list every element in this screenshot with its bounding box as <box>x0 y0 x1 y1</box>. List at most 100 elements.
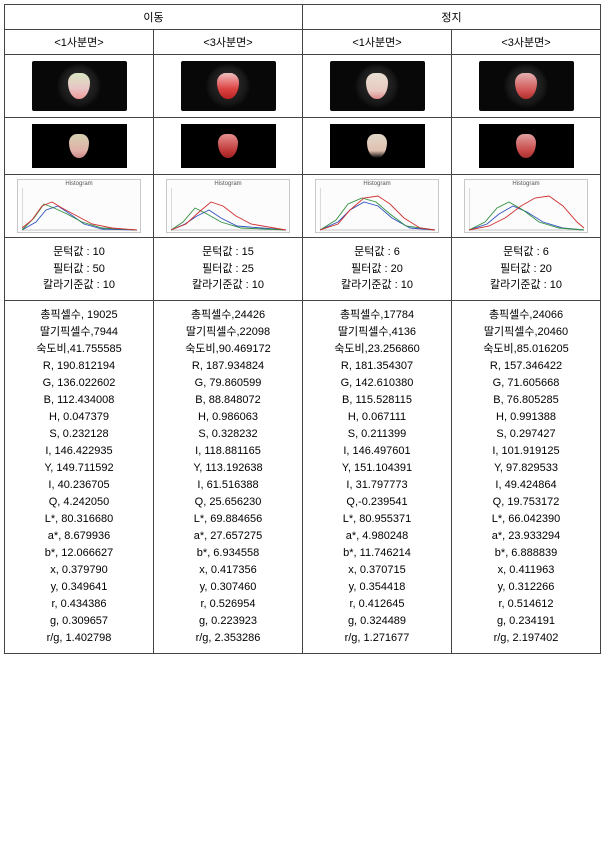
threshold-label: 문턱값 : 6 <box>454 244 598 261</box>
histogram-chart: Histogram <box>17 179 141 233</box>
berry-px: 딸기픽셀수,4136 <box>305 324 449 341</box>
threshold-label: 문턱값 : 10 <box>7 244 151 261</box>
g-val: g, 0.234191 <box>454 613 598 630</box>
G-val: G, 79.860599 <box>156 375 300 392</box>
header-sub-a2: <3사분면> <box>154 30 303 55</box>
H-val: H, 0.991388 <box>454 409 598 426</box>
photo-frame <box>32 61 127 111</box>
color-ref-label: 칼라기준값 : 10 <box>305 277 449 294</box>
g-val: g, 0.324489 <box>305 613 449 630</box>
L-val: L*, 66.042390 <box>454 511 598 528</box>
y-val: y, 0.312266 <box>454 579 598 596</box>
y-val: y, 0.354418 <box>305 579 449 596</box>
ripeness: 숙도비,85.016205 <box>454 341 598 358</box>
S-val: S, 0.328232 <box>156 426 300 443</box>
chart-title: Histogram <box>169 181 287 187</box>
strawberry-icon <box>217 73 239 99</box>
plate-icon <box>57 64 101 108</box>
color-ref-label: 칼라기준값 : 10 <box>7 277 151 294</box>
R-val: R, 157.346422 <box>454 358 598 375</box>
total-px: 총픽셀수,24426 <box>156 307 300 324</box>
params-cell: 문턱값 : 15필터값 : 25칼라기준값 : 10 <box>154 238 303 301</box>
H-val: H, 0.067111 <box>305 409 449 426</box>
I-val: I, 101.919125 <box>454 443 598 460</box>
R-val: R, 181.354307 <box>305 358 449 375</box>
R-val: R, 190.812194 <box>7 358 151 375</box>
header-sub-b1: <1사분면> <box>303 30 452 55</box>
I-val: I, 118.881165 <box>156 443 300 460</box>
strawberry-icon <box>366 73 388 99</box>
B-val: B, 115.528115 <box>305 392 449 409</box>
segmented-photo-cell <box>5 118 154 175</box>
I2-val: I, 31.797773 <box>305 477 449 494</box>
segmented-photo-cell <box>154 118 303 175</box>
filter-label: 필터값 : 20 <box>454 261 598 278</box>
data-cell: 총픽셀수,24426딸기픽셀수,22098숙도비,90.469172R, 187… <box>154 300 303 654</box>
a-val: a*, 23.933294 <box>454 528 598 545</box>
data-cell: 총픽셀수,24066딸기픽셀수,20460숙도비,85.016205R, 157… <box>452 300 601 654</box>
filter-label: 필터값 : 25 <box>156 261 300 278</box>
S-val: S, 0.297427 <box>454 426 598 443</box>
histogram-chart: Histogram <box>464 179 588 233</box>
I2-val: I, 61.516388 <box>156 477 300 494</box>
total-px: 총픽셀수,17784 <box>305 307 449 324</box>
I2-val: I, 40.236705 <box>7 477 151 494</box>
Q-val: Q, 4.242050 <box>7 494 151 511</box>
total-px: 총픽셀수,24066 <box>454 307 598 324</box>
ripeness: 숙도비,23.256860 <box>305 341 449 358</box>
Q-val: Q, 25.656230 <box>156 494 300 511</box>
segmented-strawberry-icon <box>516 134 536 158</box>
segmented-strawberry-icon <box>367 134 387 158</box>
threshold-label: 문턱값 : 15 <box>156 244 300 261</box>
H-val: H, 0.986063 <box>156 409 300 426</box>
b-val: b*, 6.934558 <box>156 545 300 562</box>
params-cell: 문턱값 : 6필터값 : 20칼라기준값 : 10 <box>452 238 601 301</box>
y-val: y, 0.307460 <box>156 579 300 596</box>
r-val: r, 0.412645 <box>305 596 449 613</box>
segmented-photo-cell <box>452 118 601 175</box>
a-val: a*, 4.980248 <box>305 528 449 545</box>
g-val: g, 0.223923 <box>156 613 300 630</box>
segmented-frame <box>32 124 127 168</box>
r-val: r, 0.514612 <box>454 596 598 613</box>
threshold-label: 문턱값 : 6 <box>305 244 449 261</box>
L-val: L*, 69.884656 <box>156 511 300 528</box>
filter-label: 필터값 : 20 <box>305 261 449 278</box>
data-cell: 총픽셀수, 19025딸기픽셀수,7944숙도비,41.755585R, 190… <box>5 300 154 654</box>
header-sub-a1: <1사분면> <box>5 30 154 55</box>
r-val: r, 0.526954 <box>156 596 300 613</box>
Q-val: Q, 19.753172 <box>454 494 598 511</box>
G-val: G, 136.022602 <box>7 375 151 392</box>
header-sub-b2: <3사분면> <box>452 30 601 55</box>
segmented-frame <box>479 124 574 168</box>
S-val: S, 0.211399 <box>305 426 449 443</box>
histogram-cell: Histogram <box>303 175 452 238</box>
color-ref-label: 칼라기준값 : 10 <box>454 277 598 294</box>
Y-val: Y, 97.829533 <box>454 460 598 477</box>
histogram-cell: Histogram <box>5 175 154 238</box>
Q-val: Q,-0.239541 <box>305 494 449 511</box>
histogram-chart: Histogram <box>315 179 439 233</box>
data-cell: 총픽셀수,17784딸기픽셀수,4136숙도비,23.256860R, 181.… <box>303 300 452 654</box>
filter-label: 필터값 : 50 <box>7 261 151 278</box>
chart-title: Histogram <box>467 181 585 187</box>
b-val: b*, 6.888839 <box>454 545 598 562</box>
b-val: b*, 12.066627 <box>7 545 151 562</box>
g-val: g, 0.309657 <box>7 613 151 630</box>
x-val: x, 0.379790 <box>7 562 151 579</box>
b-val: b*, 11.746214 <box>305 545 449 562</box>
a-val: a*, 27.657275 <box>156 528 300 545</box>
r-val: r, 0.434386 <box>7 596 151 613</box>
rg-val: r/g, 1.271677 <box>305 630 449 647</box>
I-val: I, 146.497601 <box>305 443 449 460</box>
ripeness: 숙도비,41.755585 <box>7 341 151 358</box>
strawberry-icon <box>515 73 537 99</box>
segmented-strawberry-icon <box>69 134 89 158</box>
R-val: R, 187.934824 <box>156 358 300 375</box>
color-ref-label: 칼라기준값 : 10 <box>156 277 300 294</box>
plate-icon <box>355 64 399 108</box>
berry-px: 딸기픽셀수,22098 <box>156 324 300 341</box>
y-val: y, 0.349641 <box>7 579 151 596</box>
Y-val: Y, 113.192638 <box>156 460 300 477</box>
params-cell: 문턱값 : 6필터값 : 20칼라기준값 : 10 <box>303 238 452 301</box>
